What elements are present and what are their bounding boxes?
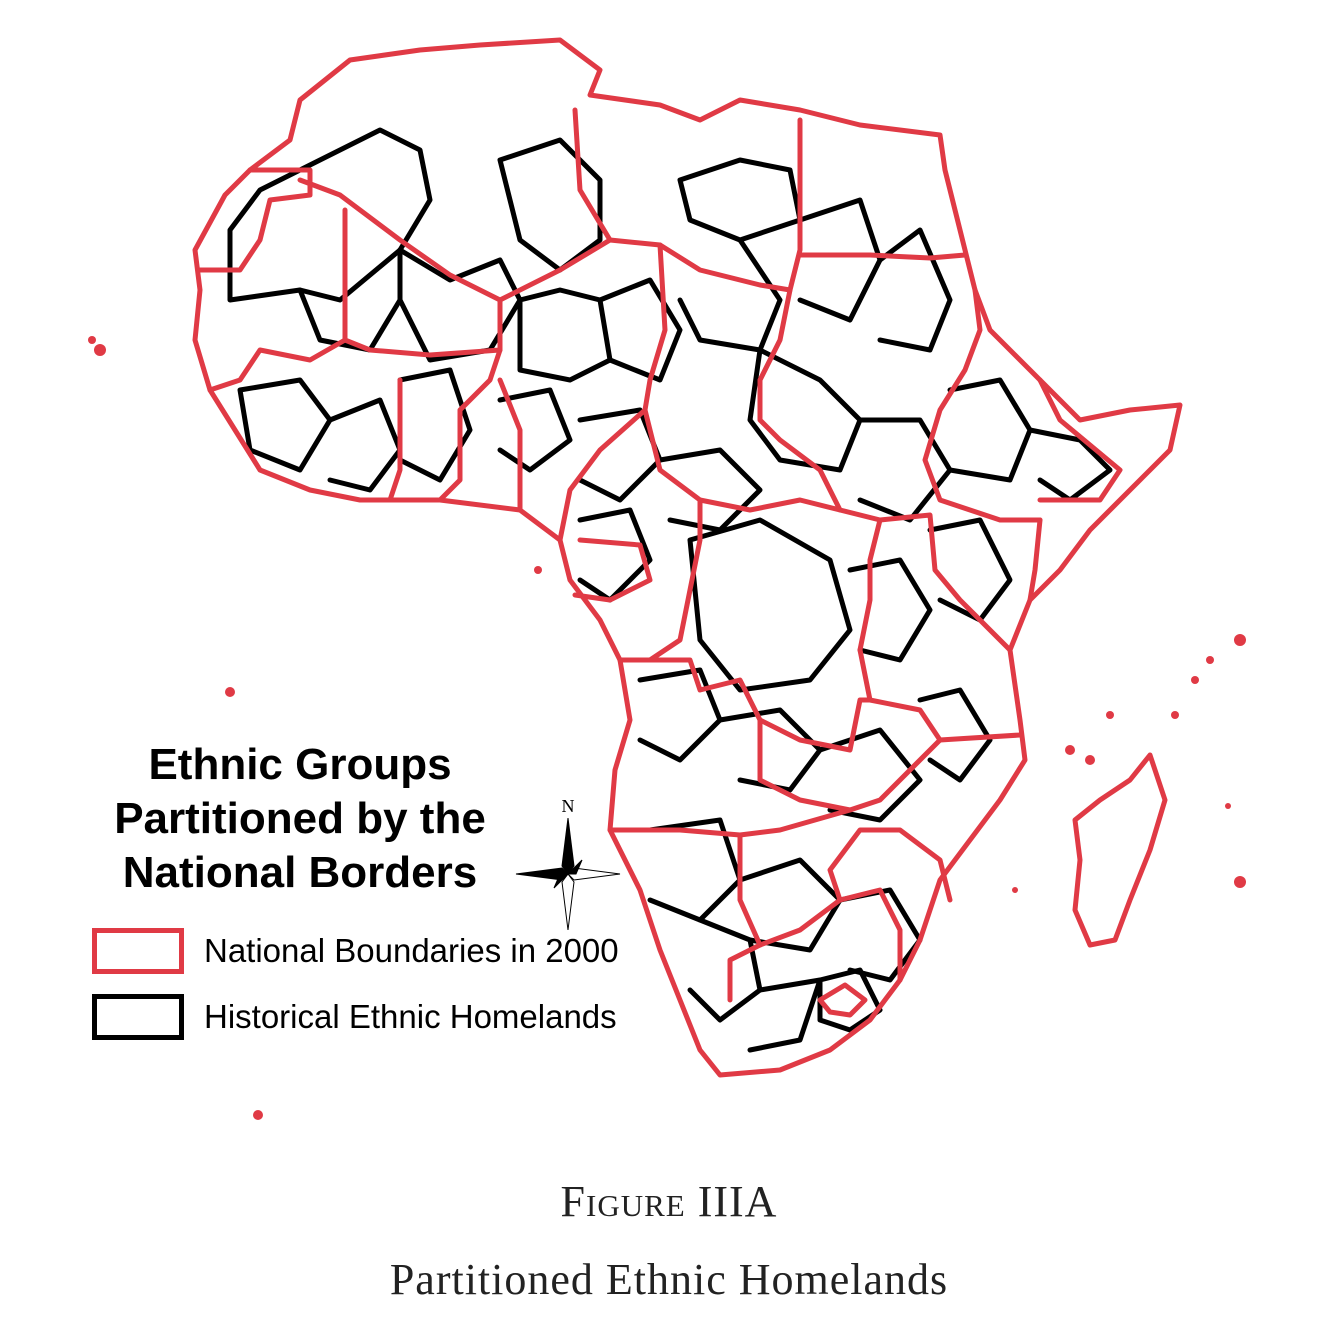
island [225,687,235,697]
legend-swatch-red [92,928,184,974]
island [1065,745,1075,755]
homeland-boundary [927,517,1013,623]
homeland-boundary [687,917,763,1023]
national-boundary [572,537,653,603]
homeland-boundary [677,237,783,353]
homeland-boundary [747,977,823,1053]
national-boundaries-layer [192,37,1183,1078]
island [534,566,542,574]
national-boundary [297,177,503,358]
homeland-boundary [817,967,883,1033]
national-boundary [557,407,648,543]
national-boundary [437,347,503,503]
homeland-boundary [637,667,723,763]
island [1206,656,1214,664]
island [1225,803,1231,809]
national-boundary [497,107,613,303]
island [88,336,96,344]
figure-title: Partitioned Ethnic Homelands [389,1255,949,1304]
compass-north-label: N [562,796,575,816]
legend-item-national-boundaries: National Boundaries in 2000 [92,926,619,976]
legend-title-line-1: Ethnic Groups [148,740,452,789]
homeland-boundary [797,197,883,323]
legend-title-line-3: National Borders [122,848,478,897]
national-boundary [207,337,348,393]
island [1191,676,1199,684]
island [1106,711,1114,719]
national-boundary [607,807,853,838]
madagascar-outline [1072,752,1168,948]
national-boundary [922,287,1043,523]
national-boundary [617,657,873,753]
africa-map [88,37,1246,1120]
national-boundary [877,512,1013,653]
island [1234,634,1246,646]
homeland-boundary [237,377,333,473]
legend-label: Historical Ethnic Homelands [204,998,617,1035]
national-boundary [757,887,903,983]
homeland-boundary [717,707,823,793]
homeland-boundary [817,727,923,823]
national-boundary [1037,377,1123,503]
national-boundary [1027,517,1043,603]
island [1171,711,1179,719]
homeland-boundary [1027,427,1113,503]
island [1234,876,1246,888]
homeland-boundary [497,137,603,273]
national-boundary [757,287,883,523]
africa-coastline [192,37,1183,1078]
legend-swatch-black [92,994,184,1040]
national-boundary [642,242,668,413]
legend-title: Ethnic Groups Partitioned by the Nationa… [60,738,540,900]
island [1012,887,1018,893]
island [94,344,106,356]
legend-title-line-2: Partitioned by the [114,794,486,843]
national-boundary [197,167,313,273]
national-boundary [757,717,943,813]
national-boundary [642,407,843,513]
national-boundary [827,827,953,903]
national-boundary [857,517,1023,743]
homeland-boundary [687,517,853,693]
homeland-boundary [327,397,403,493]
homeland-boundary [577,507,653,603]
national-boundary [607,117,803,293]
island [253,1110,263,1120]
compass-rose-icon: N [515,796,621,931]
national-boundary [797,252,968,261]
homeland-boundary [227,127,433,303]
legend-label: National Boundaries in 2000 [204,932,619,969]
national-boundary [387,377,403,503]
homeland-boundary [877,227,953,353]
homeland-boundary [677,157,803,243]
figure-label: Figure IIIA [560,1177,778,1226]
homeland-boundary [597,277,683,383]
homeland-boundary [847,557,933,663]
homeland-boundary [857,417,953,523]
legend-item-ethnic-homelands: Historical Ethnic Homelands [92,992,617,1042]
homeland-boundary [917,687,993,783]
national-boundary [497,377,523,513]
ethnic-homelands-layer [227,127,1113,1053]
homeland-boundary [747,347,863,473]
homeland-boundary [397,367,473,483]
national-boundary [817,982,868,1018]
islands-layer [88,336,1246,1120]
island [1085,755,1095,765]
homeland-boundary [947,377,1033,483]
homeland-boundary [657,447,763,533]
homeland-boundary [517,287,613,383]
